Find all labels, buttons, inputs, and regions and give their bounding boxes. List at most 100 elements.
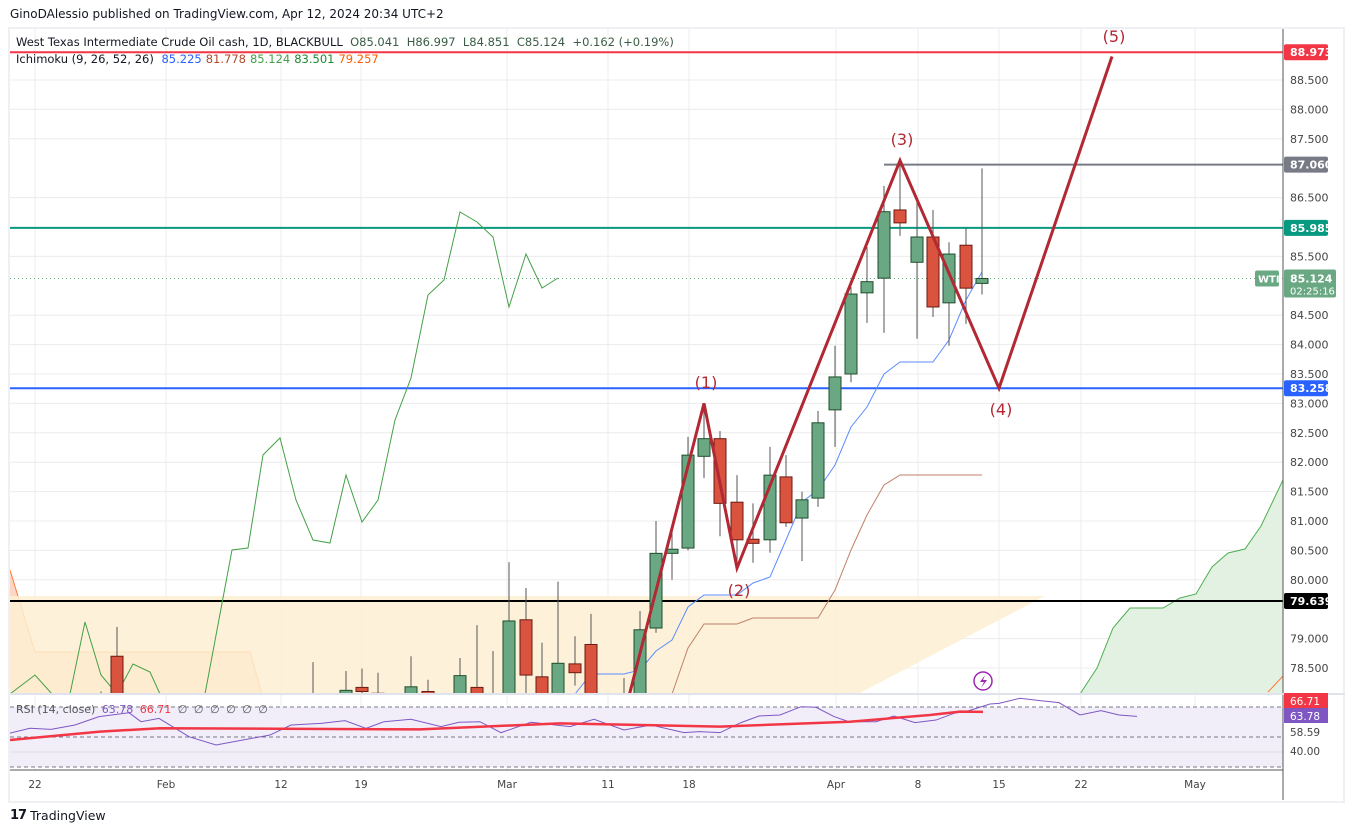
candle [355,668,369,694]
candle [697,403,711,479]
candle [844,286,858,383]
ichimoku-value: 85.124 [249,52,291,66]
rsi-pane [10,697,1283,768]
time-tick-label: 22 [28,779,41,791]
candle-body [355,686,369,693]
candle-body [811,422,825,499]
candle-body [551,662,565,694]
candle-body [421,691,435,694]
leading-span-a-line [1079,479,1283,694]
candle-body [910,236,924,263]
time-tick-label: 12 [274,779,287,791]
candle [470,625,484,694]
price-tick-label: 84.500 [1290,309,1329,322]
candle-body [877,211,891,279]
candle-body [779,476,793,524]
rsi-axis-label: 66.71 [1290,696,1320,708]
time-tick-label: 11 [601,779,614,791]
rsi-axis-label: 63.78 [1290,711,1320,723]
candle [584,613,598,694]
price-tick-label: 83.500 [1290,368,1329,381]
last-price-badge [1284,269,1336,298]
price-tick-label: 85.500 [1290,250,1329,263]
candle [110,626,124,694]
price-tick-label: 80.500 [1290,544,1329,557]
price-tick-label: 82.000 [1290,456,1329,469]
candle-body [404,686,418,694]
candle-body [828,376,842,411]
ichimoku-legend[interactable]: Ichimoku (9, 26, 52, 26) 85.225 81.778 85.… [16,52,387,66]
candle [551,581,565,694]
candle [860,246,874,323]
rsi-placeholder: ∅ [177,703,188,716]
symbol-name: West Texas Intermediate Crude Oil cash, … [16,35,343,49]
candle [730,475,744,570]
candle-body [110,655,124,694]
time-tick-label: May [1184,779,1206,791]
ichimoku-lines [10,211,983,694]
candle-body [470,686,484,694]
candle [421,679,435,694]
time-tick-label: 19 [354,779,367,791]
base-line [671,474,982,694]
price-label-badge [1284,156,1328,173]
candle [975,168,989,295]
candle-body [502,620,516,694]
symbol-tag-badge [1255,270,1279,287]
wave-label: (3) [891,130,914,149]
lagging-span-line [10,211,559,694]
horizontal-levels[interactable] [10,51,1283,603]
price-tick-label: 83.000 [1290,397,1329,410]
time-tick-label: 18 [682,779,695,791]
candle [453,658,467,694]
rsi-ma-value: 66.71 [139,703,172,716]
lightning-icon-bolt [980,675,987,688]
price-tick-label: 79.000 [1290,633,1329,646]
last-price-text: 85.124 [1290,273,1333,286]
rsi-legend[interactable]: RSI (14, close) 63.78 66.71 ∅ ∅ ∅ ∅ ∅ ∅ [16,703,271,716]
candle-body [584,643,598,694]
symbol-tag: WTI [1258,275,1280,286]
candle [623,677,625,694]
bullish-cloud [1080,480,1283,694]
candle-body [959,244,973,289]
candle-body [713,438,727,504]
rsi-axis-label: 40.00 [1290,746,1320,758]
candle [502,562,516,694]
conversion-line [574,271,983,694]
candle [665,526,679,580]
rsi-label: RSI (14, close) [16,703,96,716]
candle [795,491,809,561]
price-tick-label: 78.500 [1290,662,1329,675]
price-label-text: 83.258 [1290,382,1332,395]
ichimoku-label: Ichimoku (9, 26, 52, 26) [16,52,154,66]
candle [779,455,793,527]
candle [959,228,973,325]
time-tick-label: Feb [157,779,176,791]
tradingview-logo[interactable]: 17 TradingView [10,808,106,823]
price-tick-label: 86.500 [1290,192,1329,205]
candle-body [975,278,989,284]
price-tick-label: 84.000 [1290,339,1329,352]
open-value: O85.041 [350,35,400,49]
elliott-wave[interactable]: (1) (2) (3) (4) (5) [627,27,1125,700]
candle [877,185,891,333]
price-label-badge [1284,219,1328,236]
candle [713,431,727,537]
time-tick-label: 15 [992,779,1005,791]
candle [519,588,533,694]
change-value: +0.162 (+0.19%) [572,35,674,49]
symbol-legend: West Texas Intermediate Crude Oil cash, … [16,35,674,49]
price-label-badge [1284,380,1328,397]
price-label-text: 88.973 [1290,46,1332,59]
candle-body [535,676,549,694]
ichimoku-value: 81.778 [205,52,246,66]
time-tick-label: Apr [827,779,846,791]
rsi-label-badge [1284,693,1328,708]
lightning-icon [973,671,993,691]
candle-body [893,209,907,224]
close-value: C85.124 [516,35,566,49]
candle [893,164,907,236]
ichimoku-value: 85.225 [161,52,202,66]
